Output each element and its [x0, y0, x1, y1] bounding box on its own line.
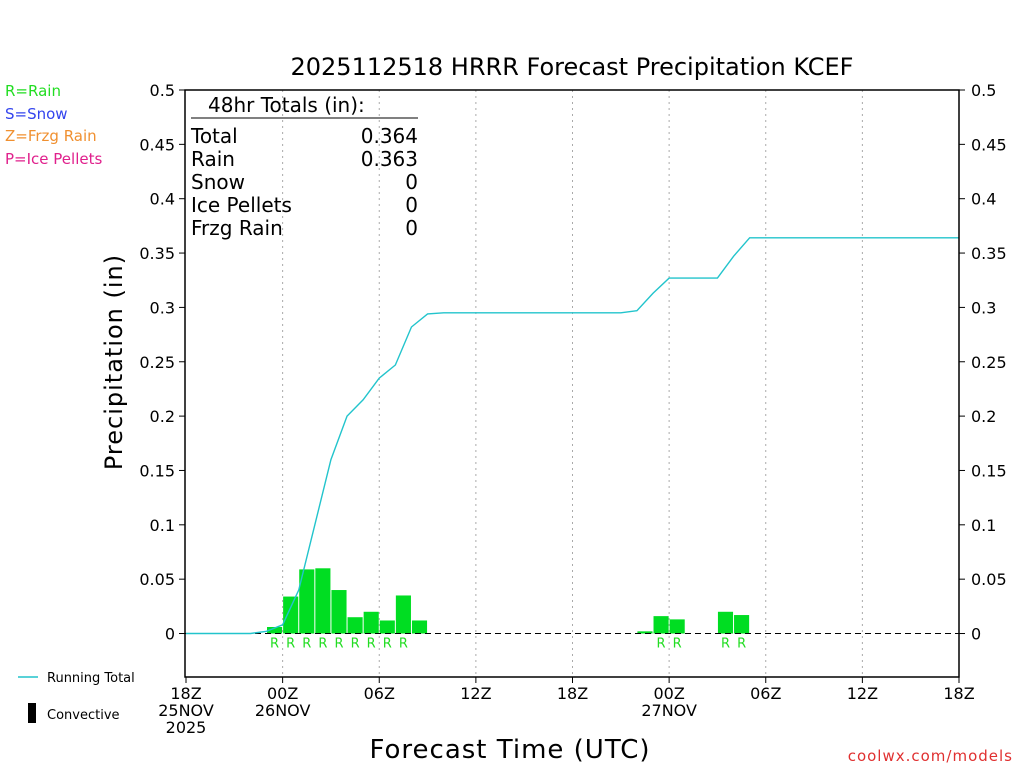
- precip-bar-13: [717, 611, 734, 634]
- y-axis-label: Precipitation (in): [100, 254, 128, 470]
- precip-bar-7: [379, 620, 395, 634]
- y-axis-right: 0 0.05 0.1 0.15 0.2 0.25 0.3 0.35 0.4 0.45 0.5: [959, 81, 1007, 644]
- credit-text: coolwx.com/models: [848, 747, 1013, 765]
- rain-value: 0.363: [361, 147, 418, 171]
- type-label-14: R: [737, 637, 746, 652]
- rain-label: Rain: [191, 147, 235, 171]
- type-label-1: R: [286, 637, 295, 652]
- total-value: 0.364: [361, 124, 418, 148]
- x-tick-label-5-1: 27NOV: [641, 701, 697, 720]
- precip-bar-12: [669, 619, 685, 634]
- y-tick-label-right-9: 0.45: [971, 135, 1007, 154]
- precip-bars: [267, 568, 750, 634]
- y-tick-label-left-2: 0.1: [150, 516, 175, 535]
- convective-swatch: [28, 703, 36, 723]
- frzg-rain-label: Frzg Rain: [191, 216, 283, 240]
- y-tick-label-right-0: 0: [971, 625, 981, 644]
- precip-bar-8: [395, 595, 411, 634]
- precip-bar-2: [299, 569, 315, 634]
- precip-bar-11: [653, 616, 669, 634]
- type-label-5: R: [351, 637, 360, 652]
- precip-bar-10: [637, 631, 653, 634]
- totals-header: 48hr Totals (in):: [208, 93, 365, 117]
- y-axis-left: 0 0.05 0.1 0.15 0.2 0.25 0.3 0.35 0.4 0.45 0.5: [139, 81, 185, 644]
- snow-label: Snow: [191, 170, 245, 194]
- x-tick-label-5-0: 00Z: [653, 684, 684, 703]
- y-tick-label-left-9: 0.45: [139, 135, 175, 154]
- x-tick-label-8-0: 18Z: [943, 684, 974, 703]
- type-label-6: R: [367, 637, 376, 652]
- precip-type-legend: R=Rain S=Snow Z=Frzg Rain P=Ice Pellets: [5, 82, 102, 168]
- x-tick-label-0-2: 2025: [166, 718, 207, 737]
- legend-convective: Convective: [47, 708, 120, 723]
- y-tick-label-left-3: 0.15: [139, 461, 175, 480]
- y-tick-label-left-5: 0.25: [139, 353, 175, 372]
- y-tick-label-left-7: 0.35: [139, 244, 175, 263]
- precip-bar-1: [283, 596, 299, 634]
- type-label-8: R: [399, 637, 408, 652]
- type-label-2: R: [302, 637, 311, 652]
- legend-running-total: Running Total: [47, 671, 135, 686]
- total-label: Total: [190, 124, 238, 148]
- type-label-12: R: [673, 637, 682, 652]
- y-tick-label-right-3: 0.15: [971, 461, 1007, 480]
- precip-bar-5: [347, 617, 363, 634]
- legend-frzg-rain: Z=Frzg Rain: [5, 127, 97, 145]
- ice-pellets-value: 0: [405, 193, 418, 217]
- x-tick-label-2-0: 06Z: [364, 684, 395, 703]
- totals-table: 48hr Totals (in): Total 0.364 Rain 0.363…: [190, 93, 418, 240]
- series-legend: Running Total Convective: [18, 671, 135, 723]
- y-tick-label-left-1: 0.05: [139, 570, 175, 589]
- x-tick-label-0-0: 18Z: [170, 684, 201, 703]
- chart-title: 2025112518 HRRR Forecast Precipitation K…: [290, 53, 853, 81]
- legend-snow: S=Snow: [5, 105, 68, 123]
- precip-bar-9: [411, 620, 428, 634]
- x-axis-label: Forecast Time (UTC): [369, 735, 650, 765]
- y-tick-label-left-8: 0.4: [150, 190, 175, 209]
- precip-bar-0: [267, 626, 283, 634]
- x-tick-label-3-0: 12Z: [460, 684, 491, 703]
- type-label-0: R: [270, 637, 279, 652]
- type-label-11: R: [657, 637, 666, 652]
- type-label-4: R: [334, 637, 343, 652]
- x-tick-label-1-1: 26NOV: [255, 701, 311, 720]
- precip-bar-4: [331, 590, 347, 634]
- y-tick-label-right-4: 0.2: [971, 407, 996, 426]
- legend-ice-pellets: P=Ice Pellets: [5, 150, 102, 168]
- y-tick-label-right-2: 0.1: [971, 516, 996, 535]
- y-tick-label-left-10: 0.5: [150, 81, 175, 100]
- precip-bar-14: [734, 615, 750, 634]
- y-tick-label-left-4: 0.2: [150, 407, 175, 426]
- grid-lines: [282, 90, 863, 677]
- frzg-rain-value: 0: [405, 216, 418, 240]
- y-tick-label-left-0: 0: [165, 625, 175, 644]
- x-tick-label-4-0: 18Z: [557, 684, 588, 703]
- y-tick-label-right-7: 0.35: [971, 244, 1007, 263]
- x-tick-label-7-0: 12Z: [847, 684, 878, 703]
- y-tick-label-right-10: 0.5: [971, 81, 996, 100]
- type-label-7: R: [383, 637, 392, 652]
- running-total-line: [186, 237, 959, 635]
- snow-value: 0: [405, 170, 418, 194]
- legend-rain: R=Rain: [5, 82, 61, 100]
- type-label-13: R: [721, 637, 730, 652]
- y-tick-label-right-8: 0.4: [971, 190, 996, 209]
- x-tick-label-1-0: 00Z: [267, 684, 298, 703]
- y-tick-label-right-1: 0.05: [971, 570, 1007, 589]
- y-tick-label-right-6: 0.3: [971, 298, 996, 317]
- y-tick-label-right-5: 0.25: [971, 353, 1007, 372]
- precip-bar-3: [315, 568, 331, 634]
- x-tick-label-6-0: 06Z: [750, 684, 781, 703]
- type-label-3: R: [318, 637, 327, 652]
- x-tick-label-0-1: 25NOV: [158, 701, 214, 720]
- y-tick-label-left-6: 0.3: [150, 298, 175, 317]
- ice-pellets-label: Ice Pellets: [191, 193, 292, 217]
- precip-bar-6: [363, 611, 379, 634]
